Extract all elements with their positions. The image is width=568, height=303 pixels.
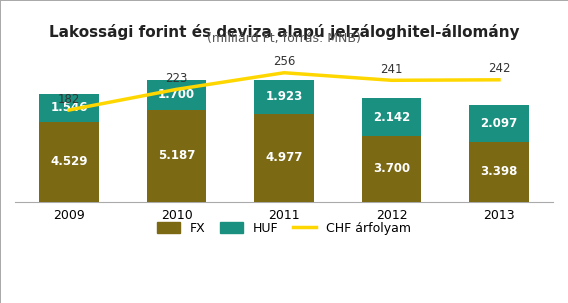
Text: 4.977: 4.977 — [265, 151, 303, 164]
Title: Lakossági forint és deviza alapú jelzáloghitel-állomány: Lakossági forint és deviza alapú jelzálo… — [49, 24, 519, 40]
Text: 241: 241 — [380, 63, 403, 76]
Text: (milliárd Ft, forrás: MNB): (milliárd Ft, forrás: MNB) — [207, 32, 361, 45]
Bar — [147, 110, 206, 202]
Text: 2.142: 2.142 — [373, 111, 410, 124]
Text: 242: 242 — [488, 62, 510, 75]
Bar — [254, 114, 314, 202]
Text: 1.546: 1.546 — [50, 102, 88, 115]
Text: 223: 223 — [165, 72, 187, 85]
Bar — [254, 80, 314, 114]
Text: 5.187: 5.187 — [158, 149, 195, 162]
Legend: FX, HUF, CHF árfolyam: FX, HUF, CHF árfolyam — [152, 217, 416, 240]
Text: 2.097: 2.097 — [481, 117, 517, 130]
Bar — [39, 94, 99, 122]
Bar — [469, 105, 529, 142]
Bar — [147, 80, 206, 110]
Text: 256: 256 — [273, 55, 295, 68]
Bar — [362, 136, 421, 202]
Text: 1.700: 1.700 — [158, 88, 195, 102]
Bar — [39, 122, 99, 202]
Text: 3.398: 3.398 — [481, 165, 517, 178]
Text: 4.529: 4.529 — [50, 155, 88, 168]
Bar — [362, 98, 421, 136]
Text: 1.923: 1.923 — [265, 90, 303, 103]
Bar — [469, 142, 529, 202]
Text: 3.700: 3.700 — [373, 162, 410, 175]
Text: 182: 182 — [58, 93, 80, 105]
